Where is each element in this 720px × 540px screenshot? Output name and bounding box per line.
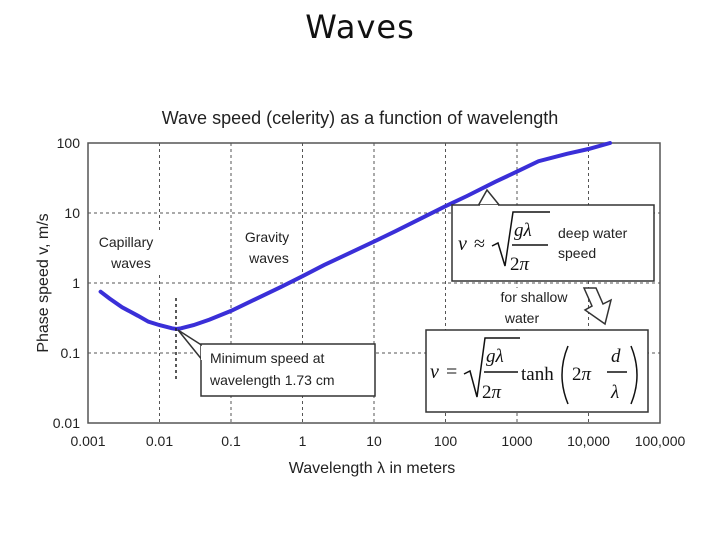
svg-text:≈: ≈ (474, 233, 485, 255)
svg-text:λ: λ (610, 382, 619, 403)
minimum-callout-line1: Minimum speed at (210, 350, 324, 366)
deep-water-label-line1: deep water (558, 225, 628, 241)
minimum-callout: Minimum speed at wavelength 1.73 cm (177, 329, 376, 397)
gravity-label-line1: Gravity (245, 229, 289, 245)
svg-text:gλ: gλ (486, 346, 504, 367)
svg-text:2π: 2π (572, 364, 592, 385)
shallow-water-label: for shallow water (488, 288, 580, 328)
x-tick-label: 10,000 (567, 433, 610, 449)
capillary-label-line1: Capillary (99, 234, 153, 250)
deep-water-equation-box: v ≈ gλ 2π deep water speed (451, 188, 655, 282)
shallow-water-equation-box: v = gλ 2π tanh 2π d λ (425, 329, 649, 413)
slide-title: Waves (305, 8, 415, 46)
y-tick-label: 100 (57, 135, 81, 151)
x-tick-label: 0.01 (146, 433, 173, 449)
svg-text:2π: 2π (510, 254, 530, 275)
shallow-label-line1: for shallow (501, 289, 569, 305)
shallow-water-arrow-icon (582, 287, 613, 326)
x-tick-label: 1 (299, 433, 307, 449)
svg-text:v: v (430, 361, 439, 383)
wave-speed-curve (98, 141, 612, 332)
y-tick-label: 10 (64, 205, 80, 221)
deep-water-label-line2: speed (558, 245, 596, 261)
capillary-label: Capillary waves (90, 233, 160, 273)
deep-water-formula: v ≈ gλ 2π (458, 211, 550, 275)
y-axis-label: Phase speed v, m/s (35, 213, 52, 352)
x-tick-label: 10 (366, 433, 382, 449)
svg-text:2π: 2π (482, 382, 502, 403)
y-tick-label: 0.01 (53, 415, 80, 431)
minimum-callout-line2: wavelength 1.73 cm (209, 372, 335, 388)
svg-text:v: v (458, 233, 467, 255)
x-tick-label: 0.1 (221, 433, 241, 449)
x-tick-labels: 0.001 0.01 0.1 1 10 100 1000 10,000 100,000 (70, 433, 685, 449)
svg-text:=: = (446, 361, 457, 383)
svg-text:gλ: gλ (514, 220, 532, 241)
capillary-label-line2: waves (110, 255, 151, 271)
x-tick-label: 0.001 (70, 433, 105, 449)
svg-text:d: d (611, 346, 621, 367)
gravity-label-line2: waves (248, 250, 289, 266)
y-tick-labels: 100 10 1 0.1 0.01 (53, 135, 80, 431)
y-tick-label: 0.1 (61, 345, 81, 361)
x-tick-label: 100,000 (635, 433, 686, 449)
x-tick-label: 1000 (501, 433, 532, 449)
gravity-label: Gravity waves (234, 227, 300, 269)
shallow-water-formula: v = gλ 2π tanh 2π d λ (430, 337, 638, 405)
x-tick-label: 100 (434, 433, 458, 449)
chart-title: Wave speed (celerity) as a function of w… (162, 108, 559, 128)
y-tick-label: 1 (72, 275, 80, 291)
x-axis-label: Wavelength λ in meters (289, 460, 456, 477)
shallow-label-line2: water (504, 310, 540, 326)
svg-text:tanh: tanh (521, 364, 554, 385)
